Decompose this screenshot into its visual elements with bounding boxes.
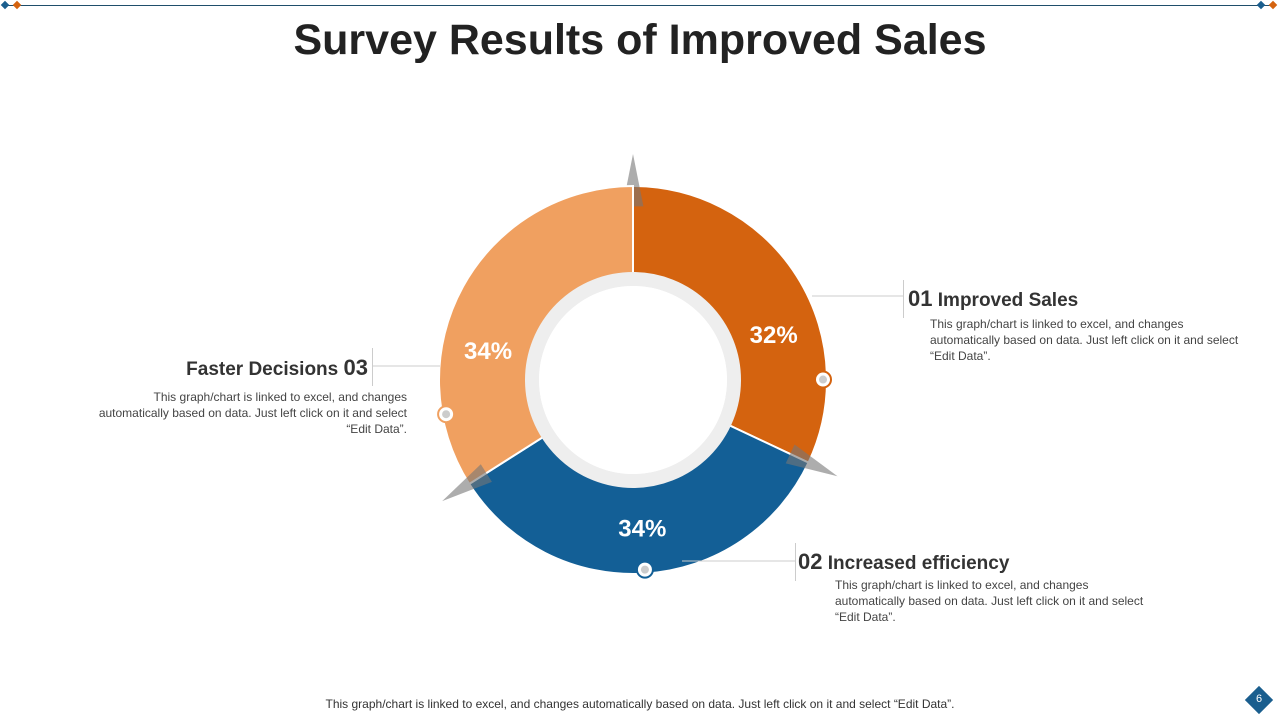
slice-divider-spike [785,444,838,477]
data-label-1: 32% [750,322,798,349]
top-rule [6,5,1274,6]
callout-03-desc: This graph/chart is linked to excel, and… [98,390,407,436]
donut-hole [539,286,727,474]
page-title: Survey Results of Improved Sales [293,16,987,64]
marker-dot-inner [640,565,649,574]
inner-ring [525,272,741,488]
callout-01-title: 01 Improved Sales [908,286,1079,311]
data-label-2: 34% [618,516,666,543]
callout-02-title: 02 Increased efficiency [798,549,1010,574]
slice-divider-spike [442,464,492,502]
divider [795,543,796,581]
divider [903,280,904,318]
callout-03-title: Faster Decisions 03 [186,355,368,380]
callout-01-desc: This graph/chart is linked to excel, and… [930,317,1239,363]
marker-dot-inner [442,410,451,419]
callout-02-desc: This graph/chart is linked to excel, and… [835,578,1144,624]
marker-dot-inner [818,375,827,384]
data-label-3: 34% [464,338,512,365]
divider [372,348,373,386]
page-number: 6 [1255,693,1263,705]
footer-note: This graph/chart is linked to excel, and… [325,697,955,711]
